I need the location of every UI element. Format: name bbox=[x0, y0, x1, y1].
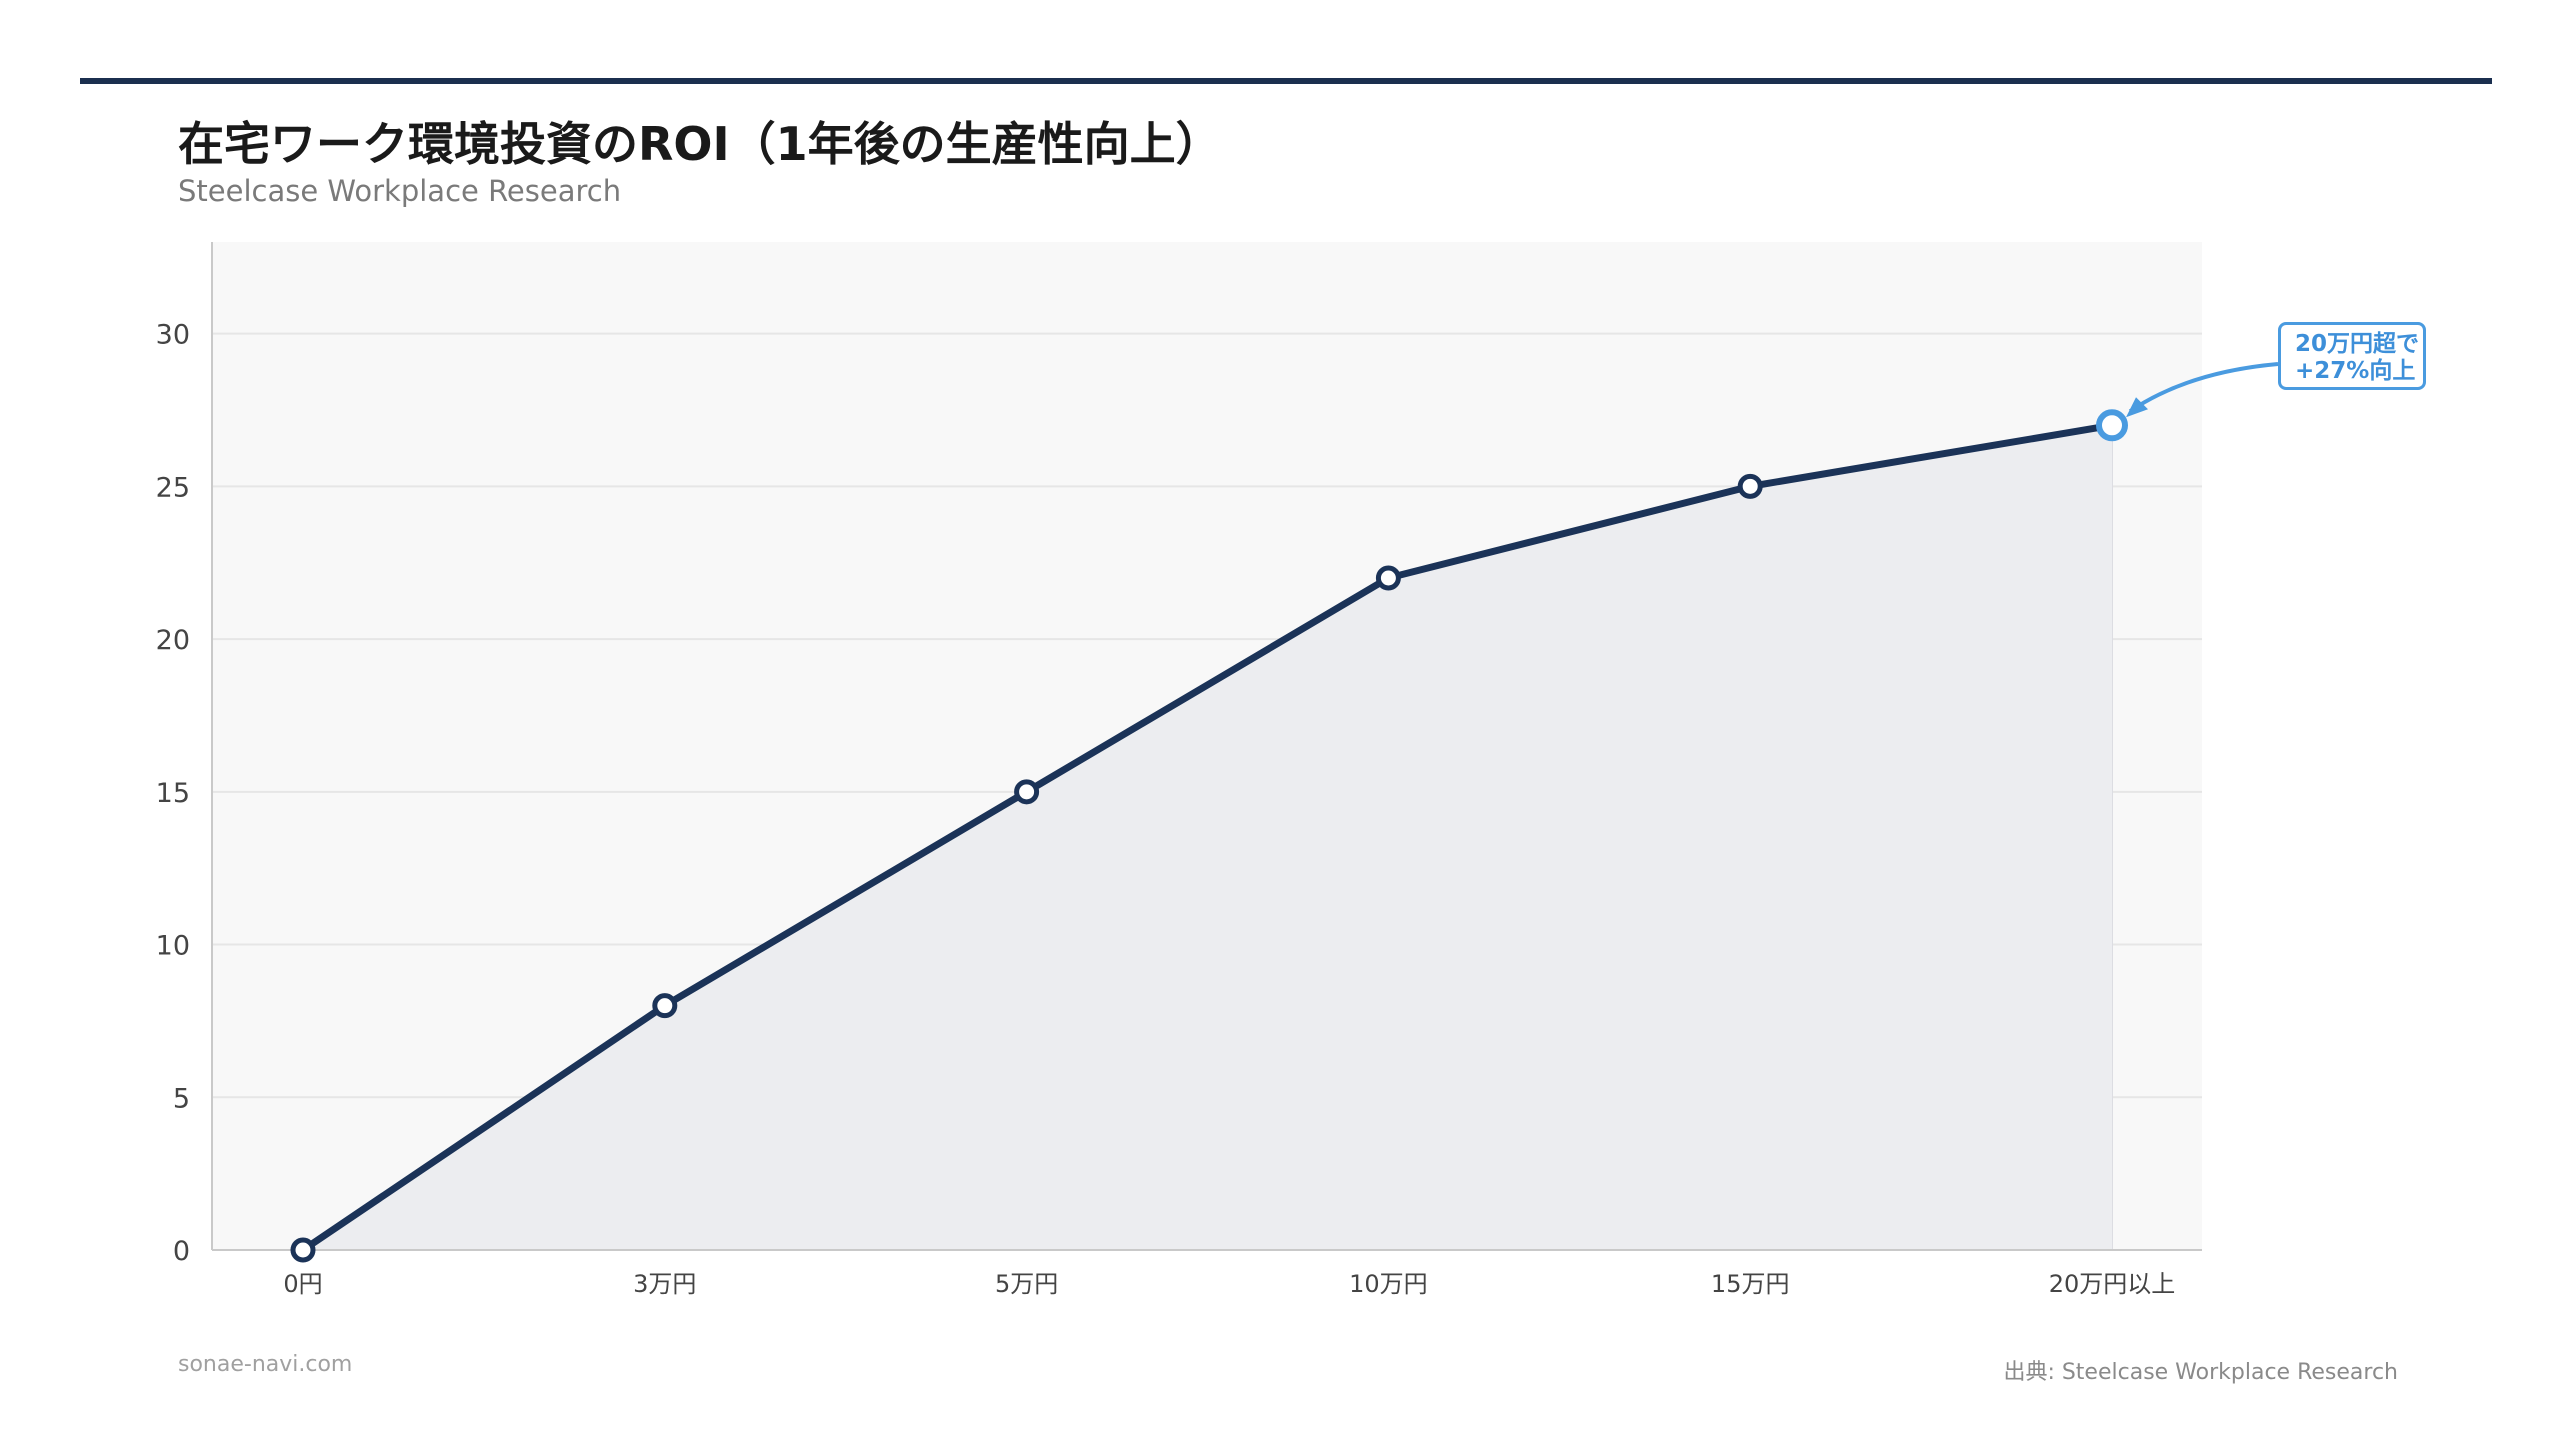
y-tick-label: 0 bbox=[173, 1236, 190, 1267]
annotation-callout: 20万円超で +27%向上 bbox=[2278, 322, 2426, 390]
annotation-line-1: 20万円超で bbox=[2295, 331, 2420, 357]
x-tick-label: 3万円 bbox=[633, 1270, 696, 1298]
data-point-highlight bbox=[2096, 409, 2128, 442]
data-point bbox=[1014, 779, 1040, 805]
data-point bbox=[1375, 565, 1401, 591]
y-tick-label: 15 bbox=[156, 778, 190, 809]
y-tick-label: 25 bbox=[156, 472, 190, 503]
y-tick-label: 20 bbox=[156, 625, 190, 656]
y-tick-label: 30 bbox=[156, 320, 190, 351]
top-rule bbox=[80, 78, 2492, 84]
y-tick-label: 10 bbox=[156, 931, 190, 962]
x-tick-label: 10万円 bbox=[1349, 1270, 1428, 1298]
annotation-arrowhead bbox=[2126, 397, 2148, 418]
area-fill bbox=[303, 425, 2112, 1251]
chart-subtitle: Steelcase Workplace Research bbox=[178, 174, 622, 208]
y-tick-label: 5 bbox=[173, 1083, 190, 1114]
data-point bbox=[1737, 473, 1763, 499]
data-point bbox=[652, 993, 678, 1019]
x-tick-label: 0円 bbox=[283, 1270, 322, 1298]
x-tick-label: 20万円以上 bbox=[2049, 1270, 2176, 1298]
x-tick-label: 15万円 bbox=[1711, 1270, 1790, 1298]
series-line bbox=[299, 421, 2116, 1254]
x-tick-label: 5万円 bbox=[995, 1270, 1058, 1298]
annotation-arrow bbox=[2128, 362, 2279, 413]
data-point bbox=[290, 1237, 316, 1263]
site-name: sonae-navi.com bbox=[178, 1352, 353, 1377]
source-note: 出典: Steelcase Workplace Research bbox=[2003, 1360, 2398, 1385]
annotation-line-2: +27%向上 bbox=[2295, 358, 2416, 384]
chart-title: 在宅ワーク環境投資のROI（1年後の生産性向上） bbox=[178, 117, 1222, 171]
